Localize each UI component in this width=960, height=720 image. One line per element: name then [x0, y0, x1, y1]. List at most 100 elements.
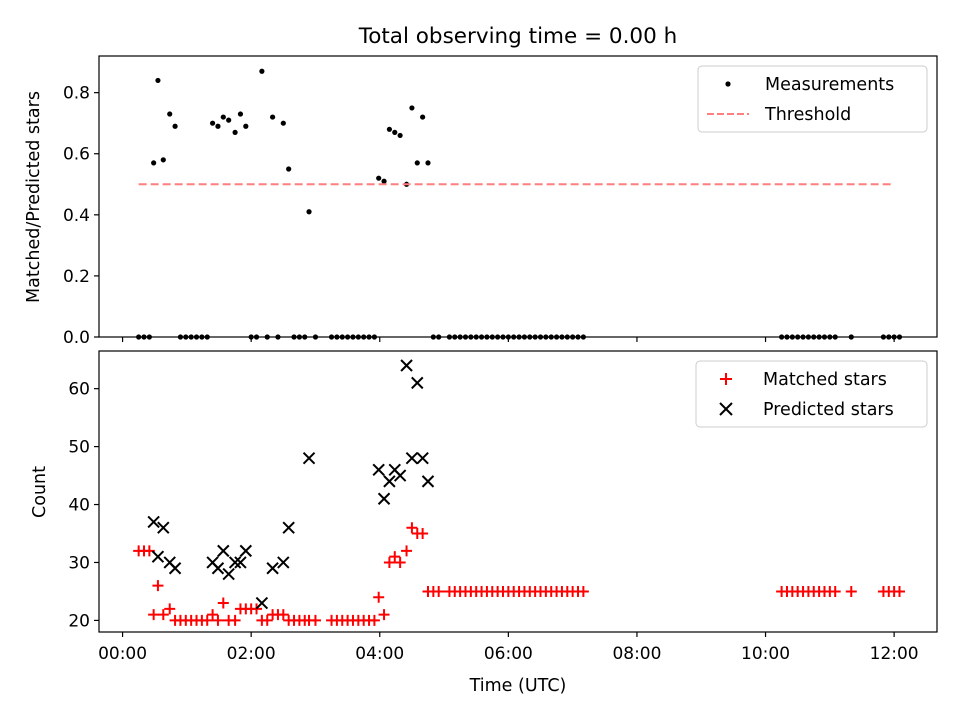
predicted-stars-point: [416, 451, 429, 465]
matched-stars-point: [229, 614, 241, 626]
predicted-stars-point: [411, 376, 424, 390]
bottom-axes: 20 30 40 50 60 00:00 02:00 04:00 06:00 08:00 10:00…: [68, 350, 938, 664]
predicted-stars-point: [228, 556, 242, 569]
measurement-point: [226, 117, 232, 123]
predicted-stars-point: [157, 521, 170, 534]
measurement-point: [392, 129, 398, 135]
matched-stars-point: [406, 522, 418, 534]
matched-stars-point: [577, 585, 589, 597]
bottom-series-predicted-stars: [147, 359, 435, 610]
matched-stars-point: [383, 556, 395, 568]
measurement-point: [414, 160, 420, 166]
matched-stars-point: [152, 580, 164, 592]
top-y-tick-label: 0.4: [63, 206, 90, 226]
bottom-x-tick-label: 02:00: [227, 644, 276, 664]
matched-stars-point: [368, 614, 380, 626]
matched-stars-point: [433, 585, 445, 597]
matched-stars-point: [164, 603, 176, 615]
top-y-tick-label: 0.2: [63, 267, 90, 287]
matched-stars-point: [207, 609, 219, 621]
bottom-x-tick-label: 06:00: [484, 644, 533, 664]
bottom-x-tick-label: 00:00: [98, 644, 147, 664]
predicted-stars-point: [168, 562, 182, 575]
predicted-stars-point: [266, 562, 279, 575]
bottom-y-tick-label: 30: [68, 553, 90, 573]
bottom-x-tick-label: 08:00: [612, 644, 661, 664]
legend-predicted-marker: [719, 402, 733, 416]
measurement-point: [280, 120, 286, 126]
measurement-point: [155, 77, 161, 84]
measurement-point: [237, 111, 244, 117]
predicted-stars-point: [377, 492, 391, 505]
bottom-y-tick-label: 20: [68, 611, 90, 631]
matched-stars-point: [148, 609, 160, 621]
top-y-tick-label: 0.6: [63, 145, 90, 165]
bottom-x-tick-label: 04:00: [355, 644, 404, 664]
predicted-stars-point: [400, 359, 413, 372]
matched-stars-point: [277, 609, 289, 621]
measurement-point: [386, 126, 393, 132]
predicted-stars-point: [372, 463, 385, 476]
measurement-point: [286, 166, 292, 172]
predicted-stars-point: [277, 556, 290, 569]
bottom-x-tick-label: 10:00: [741, 644, 790, 664]
matched-stars-point: [373, 591, 385, 603]
measurement-point: [220, 114, 226, 120]
measurement-point: [259, 68, 265, 74]
legend-measurements-marker: [725, 81, 731, 87]
bottom-x-tick-label: 12:00: [870, 644, 919, 664]
predicted-stars-point: [222, 567, 235, 581]
predicted-stars-point: [239, 544, 253, 558]
predicted-stars-point: [302, 451, 316, 465]
measurement-point: [306, 209, 312, 215]
measurement-point: [167, 111, 173, 117]
predicted-stars-point: [234, 556, 247, 569]
legend-matched-label: Matched stars: [763, 370, 887, 390]
matched-stars-point: [378, 609, 390, 621]
predicted-stars-point: [421, 475, 435, 488]
predicted-stars-point: [255, 596, 269, 610]
bottom-y-tick-label: 60: [68, 380, 90, 400]
measurement-point: [420, 114, 426, 120]
measurement-point: [397, 132, 403, 139]
measurement-point: [160, 157, 166, 163]
matched-stars-point: [309, 614, 321, 626]
bottom-x-axis-label: Time (UTC): [469, 676, 567, 696]
bottom-y-tick-label: 40: [68, 496, 90, 516]
predicted-stars-point: [282, 521, 295, 534]
measurement-point: [270, 114, 276, 120]
matched-stars-point: [389, 551, 401, 563]
top-y-tick-label: 0.0: [63, 328, 90, 348]
measurement-point: [215, 123, 221, 129]
measurement-point: [232, 129, 238, 135]
bottom-legend-frame: [695, 360, 928, 428]
top-axes-frame: [98, 55, 938, 338]
top-y-axis-label: Matched/Predicted stars: [24, 91, 44, 303]
matched-stars-point: [251, 603, 263, 615]
measurement-point: [409, 105, 415, 111]
top-axes: 0.0 0.2 0.4 0.6 0.8: [63, 55, 938, 348]
matched-stars-point: [829, 585, 841, 597]
bottom-y-tick-label: 50: [68, 438, 90, 458]
measurement-point: [243, 123, 249, 129]
predicted-stars-point: [217, 544, 230, 558]
measurement-point: [425, 160, 431, 166]
matched-stars-point: [845, 585, 857, 597]
top-y-tick-label: 0.8: [63, 84, 90, 104]
predicted-stars-point: [147, 515, 160, 529]
measurement-point: [209, 120, 216, 126]
predicted-stars-point: [151, 550, 165, 563]
measurement-point: [381, 178, 387, 184]
matched-stars-point: [217, 597, 229, 609]
legend-predicted-label: Predicted stars: [763, 400, 894, 420]
measurement-point: [172, 123, 178, 129]
predicted-stars-point: [211, 562, 225, 575]
legend-measurements-label: Measurements: [765, 75, 894, 95]
measurement-point: [151, 160, 157, 166]
matched-stars-point: [417, 528, 429, 540]
bottom-axes-frame: [98, 350, 938, 633]
matched-stars-point: [212, 614, 224, 626]
predicted-stars-point: [405, 451, 419, 465]
measurement-point: [376, 175, 382, 181]
